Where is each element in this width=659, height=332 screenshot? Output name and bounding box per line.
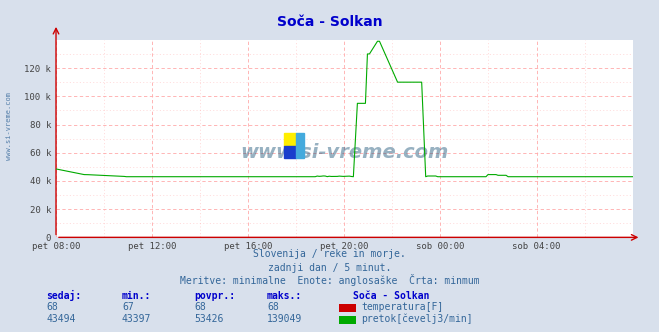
Text: pretok[čevelj3/min]: pretok[čevelj3/min] bbox=[361, 313, 473, 324]
Text: 139049: 139049 bbox=[267, 314, 302, 324]
Text: zadnji dan / 5 minut.: zadnji dan / 5 minut. bbox=[268, 263, 391, 273]
Text: Slovenija / reke in morje.: Slovenija / reke in morje. bbox=[253, 249, 406, 259]
Bar bbox=[284, 133, 297, 145]
Text: temperatura[F]: temperatura[F] bbox=[361, 302, 444, 312]
Text: 43397: 43397 bbox=[122, 314, 152, 324]
Text: Soča - Solkan: Soča - Solkan bbox=[353, 291, 429, 301]
Text: Meritve: minimalne  Enote: anglosaške  Črta: minmum: Meritve: minimalne Enote: anglosaške Črt… bbox=[180, 274, 479, 286]
Text: Soča - Solkan: Soča - Solkan bbox=[277, 15, 382, 29]
Text: maks.:: maks.: bbox=[267, 291, 302, 301]
Text: 43494: 43494 bbox=[46, 314, 76, 324]
Text: 68: 68 bbox=[267, 302, 279, 312]
Text: www.si-vreme.com: www.si-vreme.com bbox=[240, 143, 449, 162]
Text: 68: 68 bbox=[194, 302, 206, 312]
Text: 68: 68 bbox=[46, 302, 58, 312]
Text: 53426: 53426 bbox=[194, 314, 224, 324]
Bar bbox=[284, 145, 297, 158]
Text: 67: 67 bbox=[122, 302, 134, 312]
Text: www.si-vreme.com: www.si-vreme.com bbox=[5, 92, 12, 160]
Text: povpr.:: povpr.: bbox=[194, 291, 235, 301]
Text: min.:: min.: bbox=[122, 291, 152, 301]
Bar bbox=[297, 145, 304, 158]
Text: sedaj:: sedaj: bbox=[46, 290, 81, 301]
Bar bbox=[297, 133, 304, 145]
